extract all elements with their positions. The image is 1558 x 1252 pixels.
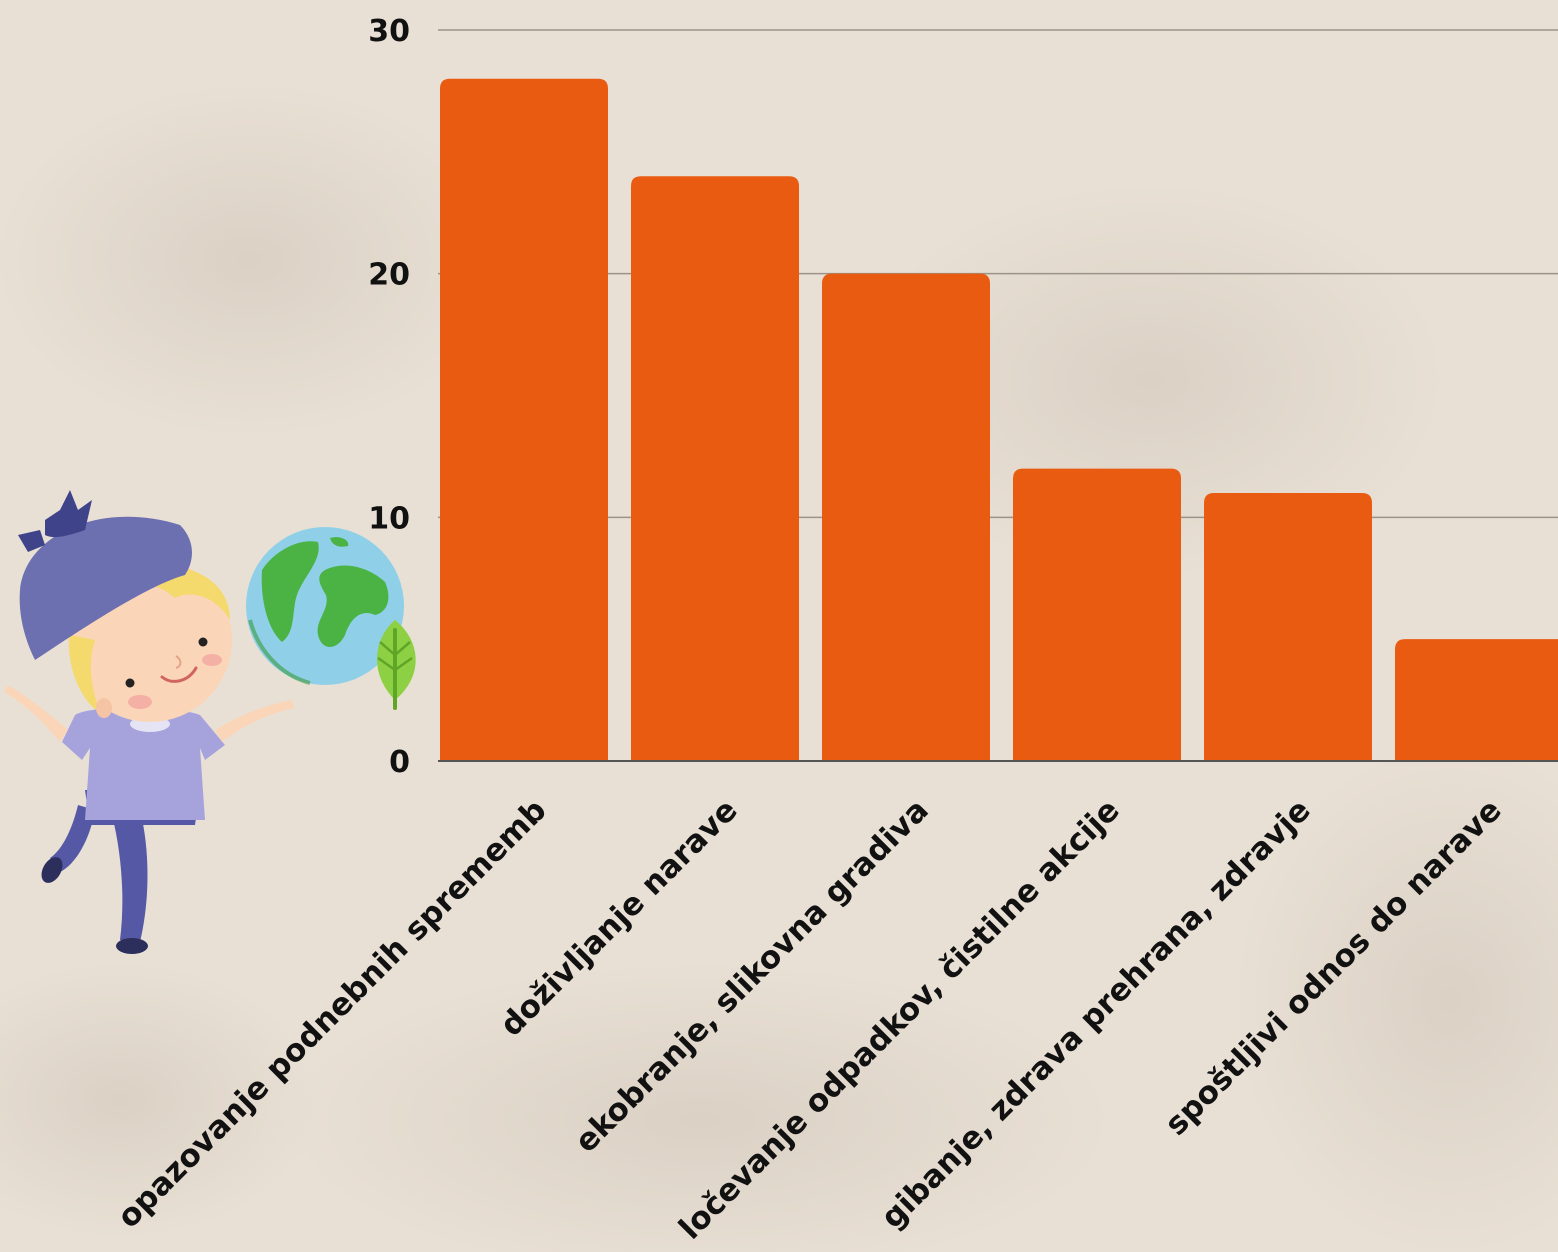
bar (1204, 492, 1372, 761)
x-category-label: gibanje, zdrava prehrana, zdravje (874, 792, 1318, 1236)
bar (1395, 639, 1558, 761)
y-tick-label: 0 (389, 745, 410, 780)
leaf-icon (376, 620, 416, 710)
child-with-globe-illustration (4, 490, 416, 954)
x-category-label: ločevanje odpadkov, čistilne akcije (672, 792, 1126, 1246)
x-category-label: spoštljivi odnos do narave (1158, 792, 1508, 1142)
earth-globe-icon (246, 527, 404, 685)
bar (1013, 468, 1181, 761)
x-category-label: ekobranje, slikovna gradiva (568, 792, 936, 1160)
bar (440, 78, 608, 761)
bar (822, 273, 990, 761)
y-tick-label: 10 (368, 501, 410, 536)
child-icon (4, 490, 294, 954)
bar (631, 176, 799, 761)
y-axis-tick-labels: 0 10 20 30 (368, 14, 410, 780)
bars (440, 78, 1558, 761)
y-tick-label: 30 (368, 14, 410, 49)
y-tick-label: 20 (368, 258, 410, 293)
